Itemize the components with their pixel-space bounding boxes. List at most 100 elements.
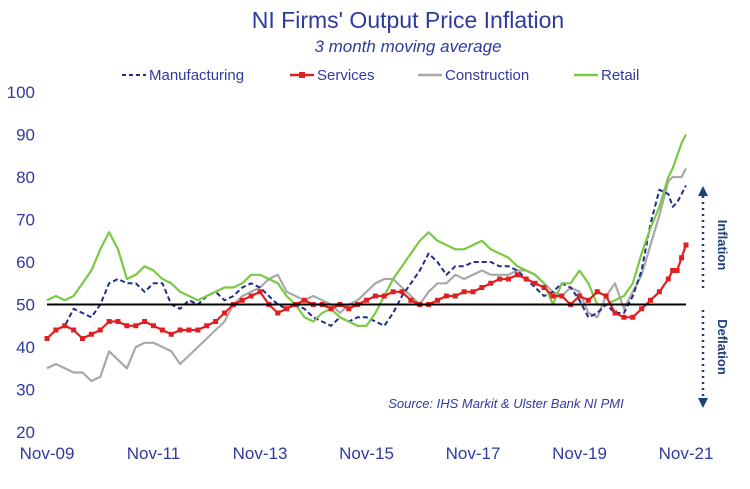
series-point-services	[106, 319, 112, 324]
series-point-services	[142, 319, 148, 324]
x-tick-label: Nov-19	[552, 444, 607, 463]
legend-label-retail: Retail	[601, 67, 639, 84]
series-point-services	[648, 297, 653, 303]
series-point-services	[639, 306, 645, 312]
series-point-services	[239, 297, 245, 303]
series-point-services	[204, 323, 210, 329]
series-group	[44, 133, 689, 383]
chart-title: NI Firms' Output Price Inflation	[252, 7, 564, 33]
y-tick-label: 100	[7, 83, 35, 102]
series-point-services	[559, 293, 565, 299]
series-point-services	[532, 280, 538, 286]
series-point-services	[408, 297, 414, 303]
legend-label-construction: Construction	[445, 67, 529, 84]
series-point-services	[621, 314, 627, 320]
legend: Manufacturing Services Construction Reta…	[122, 67, 639, 84]
series-point-services	[670, 268, 676, 273]
series-point-services	[44, 336, 50, 341]
series-line-manufacturing	[46, 185, 687, 340]
side-annotations: Inflation Deflation	[698, 186, 730, 408]
series-point-services	[62, 323, 68, 329]
series-point-services	[452, 293, 458, 299]
y-tick-label: 20	[16, 423, 35, 442]
y-tick-label: 50	[16, 296, 35, 315]
series-point-services	[372, 293, 378, 299]
series-point-services	[275, 310, 281, 316]
series-line-retail	[46, 133, 687, 327]
series-point-services	[71, 327, 77, 333]
series-point-services	[346, 306, 352, 312]
series-point-services	[399, 289, 405, 295]
series-point-services	[301, 297, 307, 303]
series-point-services	[479, 285, 485, 290]
series-point-services	[390, 289, 396, 295]
chart-subtitle: 3 month moving average	[314, 37, 501, 56]
x-axis: Nov-09 Nov-11 Nov-13 Nov-15 Nov-17 Nov-19 Nov-…	[20, 444, 714, 463]
y-tick-label: 70	[16, 211, 35, 230]
y-tick-label: 80	[16, 168, 35, 187]
series-point-services	[186, 327, 192, 333]
deflation-label: Deflation	[715, 319, 730, 375]
x-tick-label: Nov-15	[339, 444, 394, 463]
series-point-services	[603, 293, 609, 299]
series-point-services	[177, 327, 183, 333]
y-tick-label: 60	[16, 253, 35, 272]
x-tick-label: Nov-09	[20, 444, 75, 463]
series-line-construction	[46, 167, 687, 383]
series-point-services	[506, 276, 511, 282]
series-point-services	[80, 336, 85, 341]
series-point-services	[577, 293, 582, 299]
legend-label-manufacturing: Manufacturing	[149, 67, 244, 84]
series-point-services	[168, 331, 174, 337]
series-point-services	[124, 323, 130, 329]
series-point-services	[159, 327, 165, 333]
series-point-services	[213, 319, 219, 324]
series-point-services	[470, 289, 476, 295]
series-point-services	[612, 310, 618, 316]
x-tick-label: Nov-21	[659, 444, 714, 463]
y-tick-label: 30	[16, 381, 35, 400]
series-point-services	[284, 306, 290, 312]
series-point-services	[435, 297, 440, 303]
inflation-label: Inflation	[715, 220, 730, 271]
series-point-services	[630, 314, 636, 320]
series-point-services	[222, 310, 227, 316]
down-arrow-icon	[698, 398, 708, 408]
series-point-services	[523, 276, 529, 282]
x-tick-label: Nov-17	[446, 444, 501, 463]
series-point-services	[97, 327, 103, 333]
series-point-services	[683, 242, 689, 248]
series-point-services	[88, 331, 94, 337]
series-point-services	[328, 306, 334, 312]
series-point-services	[53, 327, 59, 333]
y-tick-label: 90	[16, 126, 35, 145]
series-point-services	[364, 297, 369, 303]
series-point-services	[674, 268, 680, 273]
source-note: Source: IHS Markit & Ulster Bank NI PMI	[388, 396, 624, 411]
legend-marker-services	[299, 72, 305, 78]
series-point-services	[461, 289, 467, 295]
series-point-services	[443, 293, 449, 299]
series-point-services	[497, 276, 503, 282]
y-axis: 20 30 40 50 60 70 80 90 100	[7, 83, 35, 442]
series-point-services	[541, 285, 547, 290]
series-point-services	[151, 323, 156, 329]
x-tick-label: Nov-13	[233, 444, 288, 463]
y-tick-label: 40	[16, 338, 35, 357]
series-point-services	[257, 289, 263, 295]
series-point-services	[585, 297, 591, 303]
series-point-services	[656, 289, 662, 295]
series-point-services	[488, 280, 494, 286]
x-tick-label: Nov-11	[127, 444, 181, 463]
up-arrow-icon	[698, 186, 708, 196]
series-point-services	[248, 293, 254, 299]
series-point-services	[665, 276, 671, 282]
series-point-services	[115, 319, 121, 324]
series-point-services	[550, 293, 556, 299]
series-point-services	[133, 323, 139, 329]
series-point-services	[195, 327, 201, 333]
legend-label-services: Services	[317, 67, 375, 84]
series-point-services	[679, 255, 685, 261]
series-point-services	[381, 293, 387, 299]
